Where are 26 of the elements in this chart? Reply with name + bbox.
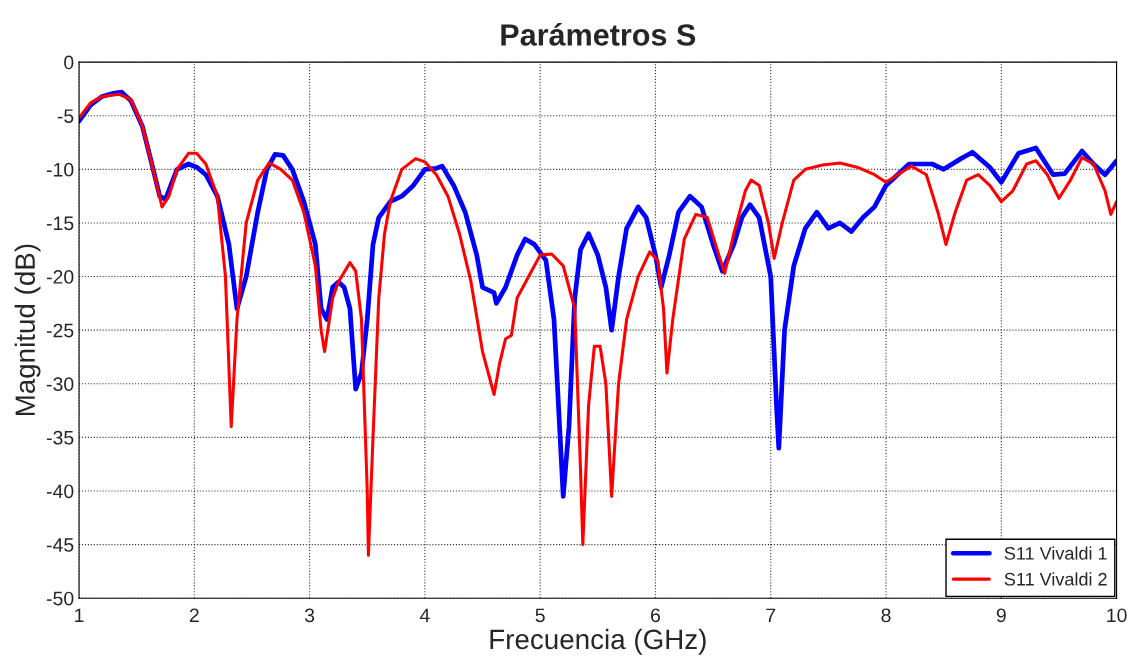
legend-label: S11 Vivaldi 2 — [1004, 572, 1107, 586]
x-tick-label: 6 — [651, 608, 660, 623]
y-tick-label: -20 — [46, 270, 74, 284]
y-tick-label: -50 — [46, 591, 74, 606]
x-tick-label: 9 — [996, 608, 1006, 623]
x-tick-label: 1 — [75, 608, 84, 623]
y-tick-label: -10 — [46, 162, 74, 177]
chart-title: Parámetros S — [501, 23, 696, 46]
y-tick-label: -35 — [46, 430, 74, 445]
x-tick-label: 10 — [1107, 608, 1127, 623]
legend-label: S11 Vivaldi 1 — [1004, 546, 1107, 560]
y-tick-label: -25 — [46, 323, 74, 338]
x-tick-label: 2 — [189, 608, 199, 623]
x-tick-label: 8 — [881, 608, 891, 623]
x-tick-label: 3 — [304, 608, 315, 623]
y-tick-label: -30 — [46, 377, 74, 392]
y-tick-label: -5 — [57, 109, 74, 123]
y-tick-label: -15 — [46, 216, 74, 231]
x-axis-title: Frecuencia (GHz) — [490, 628, 706, 655]
y-tick-label: -45 — [46, 538, 74, 552]
y-tick-label: -40 — [46, 484, 74, 499]
x-tick-label: 5 — [535, 608, 545, 623]
x-tick-label: 4 — [419, 608, 430, 623]
y-tick-label: 0 — [64, 55, 74, 70]
y-axis-title: Magnitud (dB) — [14, 244, 41, 416]
x-tick-label: 7 — [766, 608, 776, 623]
